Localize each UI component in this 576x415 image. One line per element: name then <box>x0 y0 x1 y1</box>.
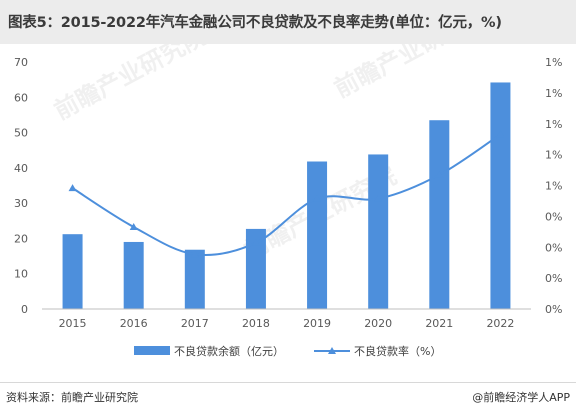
chart-title: 图表5：2015-2022年汽车金融公司不良贷款及不良率走势(单位：亿元，%) <box>8 15 502 31</box>
footer-divider <box>0 382 576 383</box>
y-left-tick-label: 10 <box>14 268 28 281</box>
x-tick-label: 2016 <box>120 317 148 330</box>
brand-text: @前瞻经济学人APP <box>472 391 570 404</box>
watermarks: 前瞻产业研究院 前瞻产业研究院 前瞻产业研究院 <box>50 44 491 265</box>
legend-label: 不良贷款余额（亿元） <box>174 344 284 358</box>
bar <box>245 228 266 309</box>
y-left-tick-label: 40 <box>14 162 28 175</box>
line-point <box>374 194 383 202</box>
legend-bar-swatch <box>134 346 170 355</box>
chart-canvas: 前瞻产业研究院 前瞻产业研究院 前瞻产业研究院 0102030405060700… <box>14 44 562 358</box>
watermark: 前瞻产业研究院 <box>330 44 491 103</box>
bar <box>429 120 450 309</box>
line-point <box>68 184 77 192</box>
x-tick-label: 2020 <box>364 317 392 330</box>
x-tick-label: 2021 <box>425 317 453 330</box>
line-point <box>496 130 505 138</box>
y-left-tick-label: 20 <box>14 232 28 245</box>
line-point <box>435 170 444 178</box>
y-right-tick-label: 1% <box>545 87 562 100</box>
x-tick-label: 2015 <box>59 317 87 330</box>
legend-label: 不良贷款率（%） <box>354 344 441 358</box>
line-layer <box>68 130 505 258</box>
y-right-tick-label: 0% <box>545 272 562 285</box>
y-left-tick-label: 50 <box>14 127 28 140</box>
y-right-tick-label: 1% <box>545 180 562 193</box>
line-point <box>251 238 260 246</box>
x-tick-label: 2019 <box>303 317 331 330</box>
x-tick-label: 2022 <box>486 317 514 330</box>
y-left-tick-label: 0 <box>21 303 28 316</box>
bar <box>490 82 511 309</box>
legend: 不良贷款余额（亿元） 不良贷款率（%） <box>134 344 441 358</box>
axes-layer: 0 10 20 30 40 50 60 70 0% 0% 0% 0% 1% 1% 1% 1% 1% 2015 201… <box>14 56 562 330</box>
title-bar: 图表5：2015-2022年汽车金融公司不良贷款及不良率走势(单位：亿元，%) <box>0 0 576 44</box>
bar <box>307 161 328 309</box>
y-left-tick-label: 70 <box>14 56 28 69</box>
source-note: 资料来源：前瞻产业研究院 <box>6 391 138 404</box>
y-right-tick-label: 0% <box>545 303 562 316</box>
bars-layer <box>62 82 511 309</box>
y-right-tick-label: 0% <box>545 210 562 223</box>
y-left-tick-label: 30 <box>14 197 28 210</box>
y-right-tick-label: 0% <box>545 241 562 254</box>
bar <box>62 234 83 309</box>
watermark: 前瞻产业研究院 <box>50 44 211 125</box>
y-right-tick-label: 1% <box>545 149 562 162</box>
legend-line-marker <box>328 347 336 354</box>
line-point <box>190 250 199 258</box>
series-line <box>72 133 501 256</box>
line-point <box>129 222 138 230</box>
x-tick-label: 2017 <box>181 317 209 330</box>
bar <box>184 249 205 309</box>
y-right-tick-label: 1% <box>545 118 562 131</box>
y-left-tick-label: 60 <box>14 91 28 104</box>
bar <box>123 241 144 309</box>
brand-label: @前瞻经济学人APP <box>469 389 570 405</box>
line-point <box>313 194 322 202</box>
y-right-tick-label: 1% <box>545 56 562 69</box>
x-tick-label: 2018 <box>242 317 270 330</box>
bar <box>368 154 389 309</box>
